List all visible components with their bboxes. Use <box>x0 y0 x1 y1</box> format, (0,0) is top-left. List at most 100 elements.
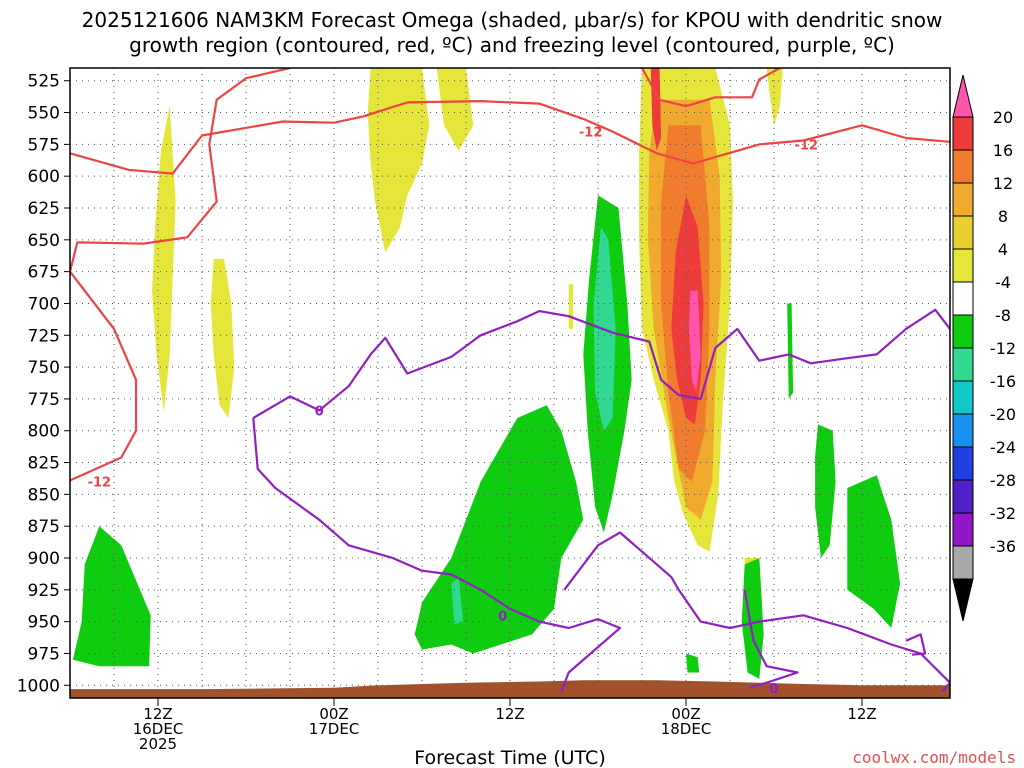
colorbar-label: 8 <box>998 207 1008 226</box>
colorbar: 20 16 12 8 4 -4 -8 -12 -16 -20 -24 -28 -32 -36 <box>952 74 1016 622</box>
omega-region-20 <box>787 303 794 399</box>
y-tick-label: 975 <box>28 644 60 664</box>
y-tick-label: 900 <box>28 549 60 569</box>
omega-region-17 <box>847 475 901 628</box>
colorbar-label: 12 <box>993 174 1013 193</box>
freezing-contour-3 <box>743 589 799 689</box>
x-tick-label: 12Z <box>847 705 876 723</box>
colorbar-bottom-arrow <box>952 578 974 622</box>
omega-region-6 <box>568 284 574 329</box>
freezing-contour-1 <box>252 417 622 692</box>
colorbar-swatch <box>952 446 974 481</box>
y-tick-label: 825 <box>28 454 60 474</box>
y-tick-label: 575 <box>28 135 60 155</box>
omega-region-22 <box>451 577 464 625</box>
omega-region-2 <box>152 106 176 412</box>
colorbar-swatch <box>952 314 974 349</box>
colorbar-label: 4 <box>998 240 1008 259</box>
y-tick-label: 650 <box>28 231 60 251</box>
colorbar-swatch <box>952 248 974 283</box>
omega-region-5 <box>766 68 783 126</box>
x-axis-label: Forecast Time (UTC) <box>414 747 605 768</box>
omega-region-3 <box>210 258 235 418</box>
colorbar-label: 20 <box>993 108 1013 127</box>
freezing-contour-label: 0 <box>498 609 507 624</box>
colorbar-label: -32 <box>990 504 1016 523</box>
colorbar-swatch <box>952 182 974 217</box>
x-tick-label: 00Z <box>671 705 700 723</box>
omega-region-1 <box>436 68 474 151</box>
colorbar-label: -8 <box>995 306 1011 325</box>
y-tick-label: 775 <box>28 390 60 410</box>
y-tick-label: 800 <box>28 422 60 442</box>
chart-title-line2: growth region (contoured, red, ºC) and f… <box>129 33 895 57</box>
y-tick-label: 625 <box>28 199 60 219</box>
colorbar-label: -24 <box>990 438 1016 457</box>
dendritic-contour-2 <box>641 68 781 108</box>
colorbar-swatch <box>952 512 974 547</box>
y-tick-label: 1000 <box>17 676 60 696</box>
omega-fill-layer <box>72 68 901 679</box>
terrain-surface <box>70 680 950 698</box>
y-tick-label: 725 <box>28 326 60 346</box>
y-tick-label: 550 <box>28 104 60 124</box>
colorbar-top-arrow <box>952 74 974 118</box>
colorbar-swatch <box>952 413 974 448</box>
freezing-contour-2 <box>563 531 950 693</box>
watermark: coolwx.com/models <box>852 748 1016 767</box>
colorbar-swatch <box>952 380 974 415</box>
x-tick-label: 12Z <box>143 705 172 723</box>
colorbar-swatch <box>952 149 974 184</box>
freezing-contour-label: 0 <box>315 404 324 419</box>
x-tick-label: 00Z <box>319 705 348 723</box>
colorbar-swatch <box>952 281 974 316</box>
omega-region-16 <box>815 424 836 558</box>
dendritic-contour-label: -12 <box>579 126 603 141</box>
y-tick-label: 600 <box>28 167 60 187</box>
omega-region-15 <box>72 526 151 667</box>
terrain-layer <box>70 680 950 698</box>
colorbar-label: -28 <box>990 471 1016 490</box>
colorbar-swatch <box>952 116 974 151</box>
y-tick-label: 700 <box>28 294 60 314</box>
colorbar-label: -36 <box>990 537 1016 556</box>
omega-region-12 <box>688 290 701 393</box>
colorbar-swatch <box>952 347 974 382</box>
freezing-contour-label: 0 <box>769 682 778 697</box>
y-tick-label: 850 <box>28 485 60 505</box>
dendritic-contour-0 <box>70 99 950 175</box>
chart-title-line1: 2025121606 NAM3KM Forecast Omega (shaded… <box>82 8 943 32</box>
omega-region-19 <box>686 653 700 673</box>
dendritic-contour-label: -12 <box>795 138 819 153</box>
colorbar-swatch <box>952 479 974 514</box>
colorbar-swatch <box>952 545 974 580</box>
x-tick-label: 16DEC <box>133 720 184 738</box>
y-tick-label: 750 <box>28 358 60 378</box>
x-tick-label: 17DEC <box>309 720 360 738</box>
dendritic-contour-label: -12 <box>88 476 112 491</box>
y-tick-label: 925 <box>28 581 60 601</box>
colorbar-swatch <box>952 215 974 250</box>
omega-region-0 <box>367 68 430 253</box>
colorbar-label: -12 <box>990 339 1016 358</box>
colorbar-label: 16 <box>993 141 1013 160</box>
y-tick-label: 525 <box>28 72 60 92</box>
freezing-contour-0 <box>252 308 950 419</box>
colorbar-label: -16 <box>990 372 1016 391</box>
y-tick-label: 675 <box>28 263 60 283</box>
freezing-contour-label: 0 <box>769 682 778 697</box>
x-tick-label: 12Z <box>495 705 524 723</box>
y-tick-label: 950 <box>28 613 60 633</box>
colorbar-label: -4 <box>995 273 1011 292</box>
y-axis: 525 550 575 600 625 650 675 700 725 750 775 800 825 8… <box>17 72 70 696</box>
dendritic-contour-1 <box>70 68 291 482</box>
omega-region-18 <box>741 558 764 679</box>
freezing-contour-4 <box>905 633 927 656</box>
x-tick-label: 18DEC <box>661 720 712 738</box>
colorbar-label: -20 <box>990 405 1016 424</box>
y-tick-label: 875 <box>28 517 60 537</box>
